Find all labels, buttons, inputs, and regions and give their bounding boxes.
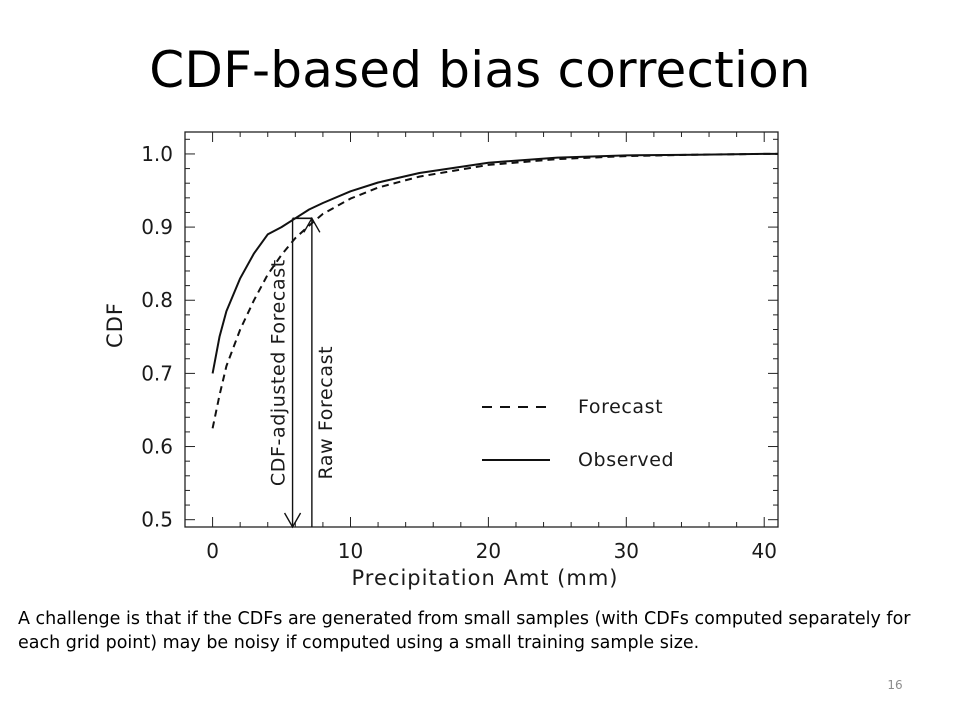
series-line-observed (211, 152, 778, 374)
ticks-layer: 0 10 20 30 40 0.5 0.6 0.7 0.8 0.9 1.0 (141, 132, 778, 563)
annotation-arrowhead (283, 512, 302, 529)
legend-label-forecast: Forecast (578, 396, 663, 418)
legend-label-observed: Observed (578, 449, 674, 471)
x-tick-label: 40 (751, 539, 776, 563)
annotation-label: CDF-adjusted Forecast (268, 259, 290, 486)
series-line-forecast (211, 152, 778, 429)
annotation-label: Raw Forecast (315, 346, 337, 480)
x-axis-label: Precipitation Amt (mm) (352, 566, 619, 590)
page-number: 16 (887, 678, 903, 692)
x-tick-label: 0 (206, 539, 219, 563)
x-tick-label: 30 (614, 539, 639, 563)
x-tick-label: 10 (338, 539, 363, 563)
slide-caption: A challenge is that if the CDFs are gene… (18, 609, 911, 653)
slide-title: CDF-based bias correction (149, 41, 811, 99)
x-tick-label: 20 (476, 539, 501, 563)
y-tick-label: 0.7 (141, 361, 173, 385)
y-tick-label: 0.8 (141, 288, 173, 312)
y-tick-label: 1.0 (141, 142, 173, 166)
annotation-arrowhead (303, 216, 321, 233)
series-layer (211, 152, 778, 429)
y-tick-label: 0.9 (141, 215, 173, 239)
y-tick-label: 0.6 (141, 435, 173, 459)
legend: Forecast Observed (482, 396, 674, 471)
annotations-layer: CDF-adjusted Forecast Raw Forecast (268, 216, 337, 529)
cdf-chart: 0 10 20 30 40 0.5 0.6 0.7 0.8 0.9 1.0 CDF-adjusted… (103, 131, 779, 590)
y-axis-label: CDF (103, 302, 127, 348)
y-tick-label: 0.5 (141, 508, 173, 532)
